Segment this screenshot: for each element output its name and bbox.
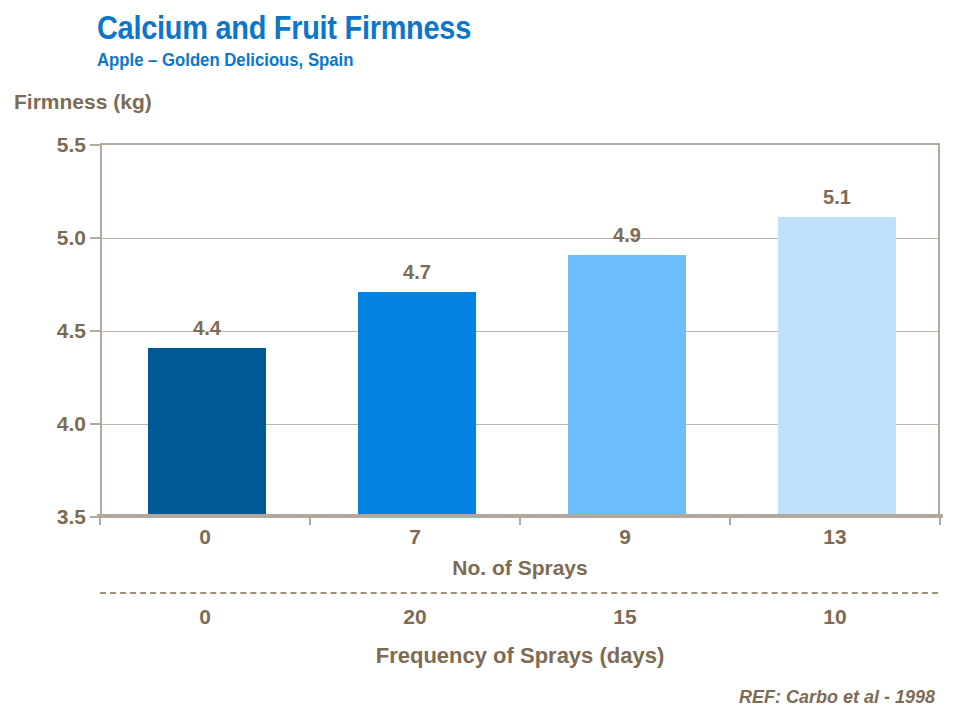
secondary-category-label: 20 [310,604,520,630]
x-tick-mark [939,518,941,525]
y-tick-mark [90,144,102,146]
plot-area: 5.55.04.54.03.54.44.74.95.1 [100,143,940,515]
y-tick-mark [90,423,102,425]
chart-subtitle: Apple – Golden Delicious, Spain [97,49,484,72]
y-tick-label: 5.5 [16,133,86,157]
x-axis-labels: 07913 [100,524,940,550]
y-tick-mark [90,330,102,332]
x-category-label: 9 [520,524,730,550]
bar-value-label: 5.1 [732,185,942,209]
x-axis-title: No. of Sprays [100,555,940,581]
bar [148,348,266,515]
secondary-category-label: 0 [100,604,310,630]
x-category-label: 7 [310,524,520,550]
x-tick-mark [99,518,101,525]
bar-value-label: 4.9 [522,223,732,247]
secondary-axis-labels: 0201510 [100,604,940,630]
bar [778,217,896,515]
y-tick-label: 3.5 [16,505,86,529]
chart-title: Calcium and Fruit Firmness [97,8,471,47]
bar [568,255,686,515]
x-category-label: 13 [730,524,940,550]
y-tick-label: 4.0 [16,412,86,436]
bar-value-label: 4.7 [312,260,522,284]
y-axis-title: Firmness (kg) [14,90,152,114]
x-tick-mark [519,518,521,525]
y-tick-mark [90,237,102,239]
secondary-category-label: 10 [730,604,940,630]
bar-value-label: 4.4 [102,316,312,340]
reference-text: REF: Carbo et al - 1998 [739,684,935,710]
x-tick-mark [729,518,731,525]
x-tick-mark [309,518,311,525]
x-category-label: 0 [100,524,310,550]
y-tick-label: 5.0 [16,226,86,250]
secondary-axis-title: Frequency of Sprays (days) [100,643,940,669]
secondary-category-label: 15 [520,604,730,630]
chart-header: Calcium and Fruit Firmness Apple – Golde… [97,8,537,72]
slide: Calcium and Fruit Firmness Apple – Golde… [0,0,960,720]
bar [358,292,476,515]
y-tick-label: 4.5 [16,319,86,343]
axis-divider-dashed-line [100,592,938,594]
